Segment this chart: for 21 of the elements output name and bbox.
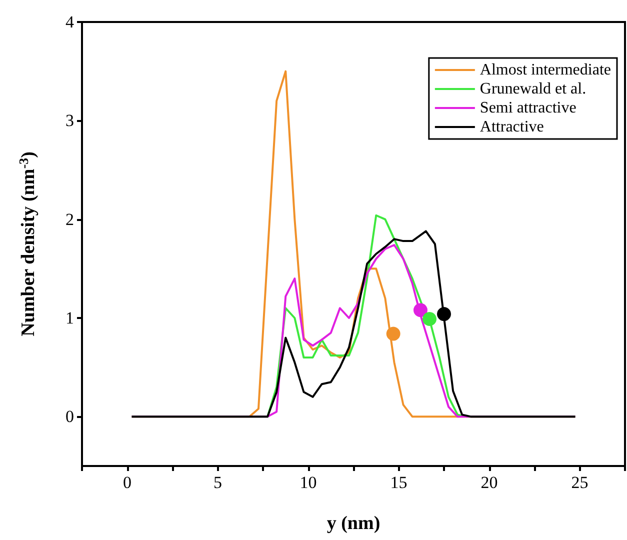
x-tick-label: 10 — [300, 473, 317, 492]
x-tick-label: 5 — [214, 473, 222, 492]
y-tick-label: 4 — [66, 12, 74, 32]
x-tick-label: 15 — [390, 473, 408, 492]
point — [386, 326, 400, 341]
point — [413, 303, 428, 318]
y-tick-label: 0 — [66, 407, 74, 426]
x-tick-label: 25 — [571, 473, 588, 492]
legend-label: Semi attractive — [480, 100, 576, 116]
y-tick-label: 2 — [66, 210, 74, 229]
legend-label: Grunewald et al. — [480, 80, 586, 98]
point — [437, 307, 451, 322]
x-tick-label: 0 — [123, 473, 132, 492]
y-tick-label: 3 — [66, 111, 74, 130]
x-tick-label: 20 — [480, 473, 498, 492]
point — [422, 312, 437, 326]
y-axis-title: Number density (nm-3) — [16, 152, 39, 336]
legend-label: Almost intermediate — [480, 62, 611, 78]
y-tick-label: 1 — [66, 308, 74, 328]
x-axis-title: y (nm) — [326, 513, 380, 534]
legend-label: Attractive — [480, 118, 544, 136]
